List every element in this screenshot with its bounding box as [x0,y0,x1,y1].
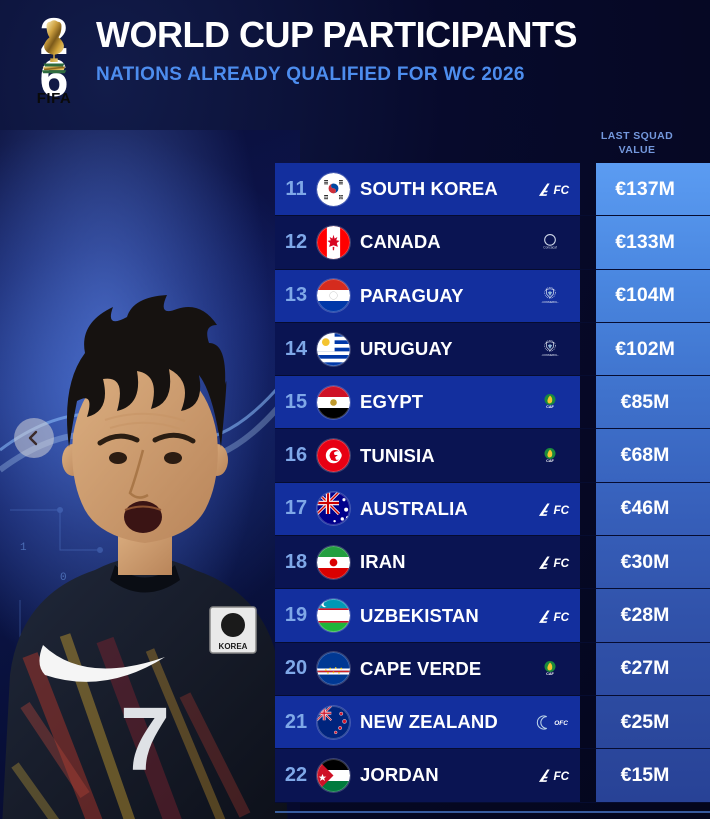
svg-text:7: 7 [120,690,170,790]
svg-text:-CONMEBOL-: -CONMEBOL- [542,300,559,304]
svg-text:-CONMEBOL-: -CONMEBOL- [542,353,559,357]
svg-text:FC: FC [553,770,569,783]
svg-text:FC: FC [553,504,569,517]
svg-text:FC: FC [553,184,569,197]
svg-text:FC: FC [553,557,569,570]
svg-text:Concacaf: Concacaf [543,246,557,250]
svg-text:FC: FC [553,610,569,623]
svg-text:OFC: OFC [554,720,568,727]
svg-text:CAF: CAF [546,459,554,463]
svg-text:CAF: CAF [546,405,554,409]
svg-text:CAF: CAF [546,672,554,676]
svg-text:KOREA: KOREA [219,642,248,651]
